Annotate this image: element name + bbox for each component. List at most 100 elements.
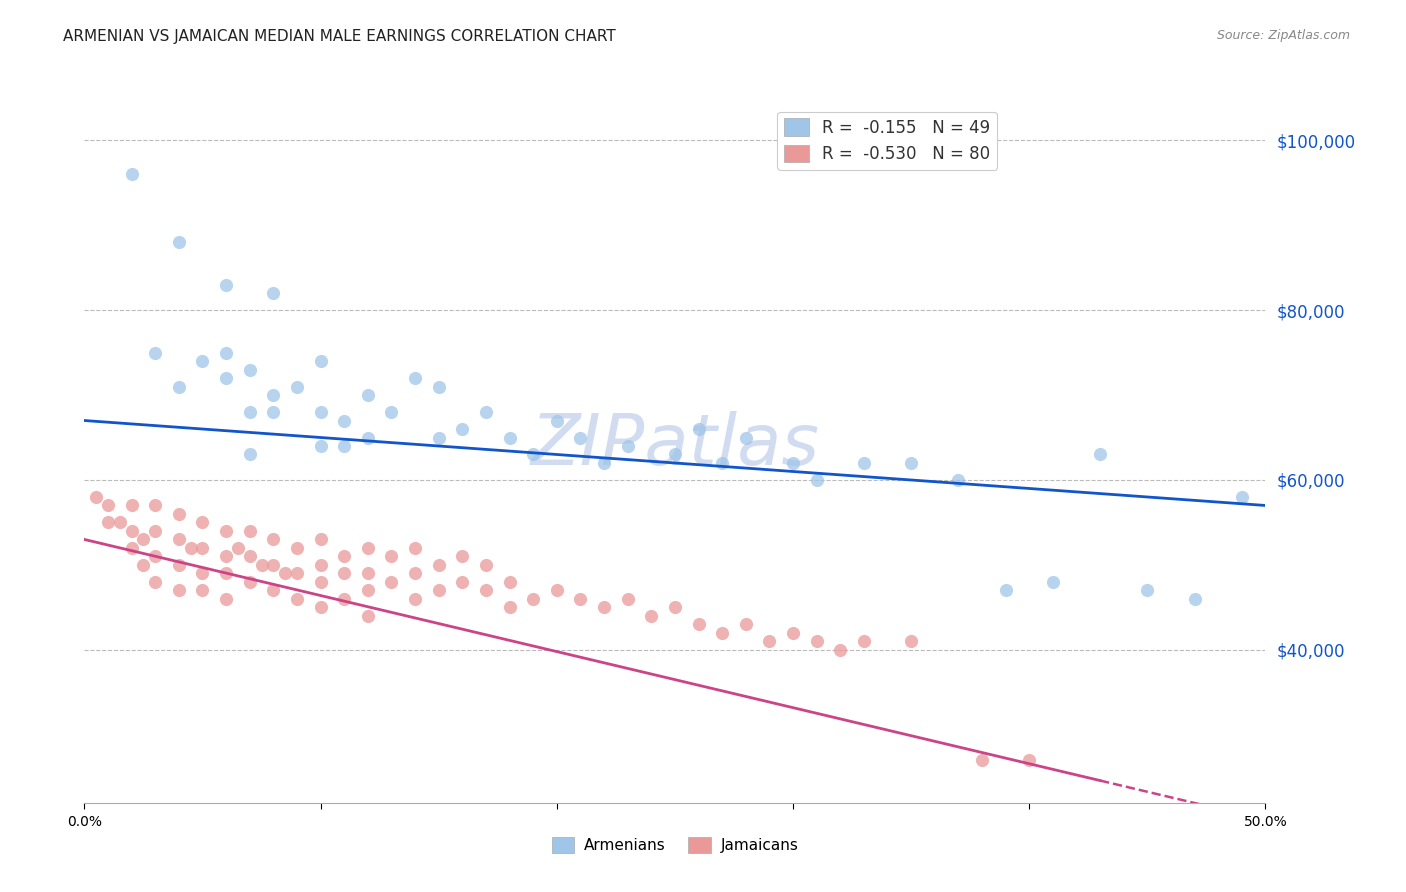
Point <box>380 574 402 589</box>
Point <box>380 549 402 564</box>
Point <box>782 456 804 470</box>
Point <box>97 516 120 530</box>
Point <box>404 541 426 555</box>
Point <box>167 583 190 598</box>
Point <box>309 405 332 419</box>
Point <box>498 430 520 444</box>
Point <box>498 600 520 615</box>
Point <box>309 533 332 547</box>
Point <box>285 566 308 581</box>
Point <box>262 583 284 598</box>
Point <box>451 549 474 564</box>
Point <box>143 549 166 564</box>
Point <box>191 354 214 368</box>
Text: ARMENIAN VS JAMAICAN MEDIAN MALE EARNINGS CORRELATION CHART: ARMENIAN VS JAMAICAN MEDIAN MALE EARNING… <box>63 29 616 44</box>
Point <box>994 583 1017 598</box>
Point <box>132 558 155 572</box>
Point <box>758 634 780 648</box>
Point <box>475 558 498 572</box>
Point <box>167 379 190 393</box>
Point <box>285 541 308 555</box>
Point <box>711 626 734 640</box>
Point <box>498 574 520 589</box>
Point <box>262 388 284 402</box>
Point <box>404 566 426 581</box>
Point <box>616 439 638 453</box>
Point <box>262 405 284 419</box>
Point <box>357 566 380 581</box>
Point <box>239 405 262 419</box>
Point <box>546 413 568 427</box>
Point <box>309 600 332 615</box>
Point <box>711 456 734 470</box>
Point <box>143 345 166 359</box>
Point <box>688 617 710 632</box>
Point <box>167 558 190 572</box>
Point <box>121 524 143 538</box>
Point <box>239 574 262 589</box>
Point <box>215 591 238 606</box>
Point <box>84 490 107 504</box>
Point <box>357 583 380 598</box>
Point <box>404 371 426 385</box>
Text: Source: ZipAtlas.com: Source: ZipAtlas.com <box>1216 29 1350 42</box>
Point <box>1230 490 1253 504</box>
Point <box>357 608 380 623</box>
Point <box>191 541 214 555</box>
Point <box>451 574 474 589</box>
Point <box>970 753 993 767</box>
Point <box>333 591 356 606</box>
Point <box>309 354 332 368</box>
Point <box>309 574 332 589</box>
Point <box>333 549 356 564</box>
Point <box>852 456 875 470</box>
Point <box>451 422 474 436</box>
Point <box>688 422 710 436</box>
Point <box>948 473 970 487</box>
Point <box>475 405 498 419</box>
Point <box>734 430 756 444</box>
Point <box>664 600 686 615</box>
Point <box>215 277 238 292</box>
Point <box>143 574 166 589</box>
Point <box>569 430 592 444</box>
Point <box>262 533 284 547</box>
Point <box>522 448 544 462</box>
Point <box>427 379 450 393</box>
Point <box>357 541 380 555</box>
Point <box>226 541 249 555</box>
Point <box>309 439 332 453</box>
Point <box>640 608 662 623</box>
Point <box>167 235 190 249</box>
Point <box>215 566 238 581</box>
Point <box>1088 448 1111 462</box>
Point <box>333 566 356 581</box>
Point <box>167 507 190 521</box>
Legend: Armenians, Jamaicans: Armenians, Jamaicans <box>546 831 804 859</box>
Point <box>522 591 544 606</box>
Point <box>285 591 308 606</box>
Point <box>404 591 426 606</box>
Point <box>900 456 922 470</box>
Point <box>239 362 262 376</box>
Point <box>427 558 450 572</box>
Point <box>262 558 284 572</box>
Point <box>782 626 804 640</box>
Point <box>806 634 828 648</box>
Point <box>333 439 356 453</box>
Point <box>333 413 356 427</box>
Point <box>427 583 450 598</box>
Point <box>806 473 828 487</box>
Point <box>569 591 592 606</box>
Point <box>250 558 273 572</box>
Point <box>830 643 852 657</box>
Point <box>852 634 875 648</box>
Point <box>900 634 922 648</box>
Point <box>593 456 616 470</box>
Point <box>167 533 190 547</box>
Point <box>191 566 214 581</box>
Point <box>143 499 166 513</box>
Point <box>475 583 498 598</box>
Point <box>132 533 155 547</box>
Point <box>734 617 756 632</box>
